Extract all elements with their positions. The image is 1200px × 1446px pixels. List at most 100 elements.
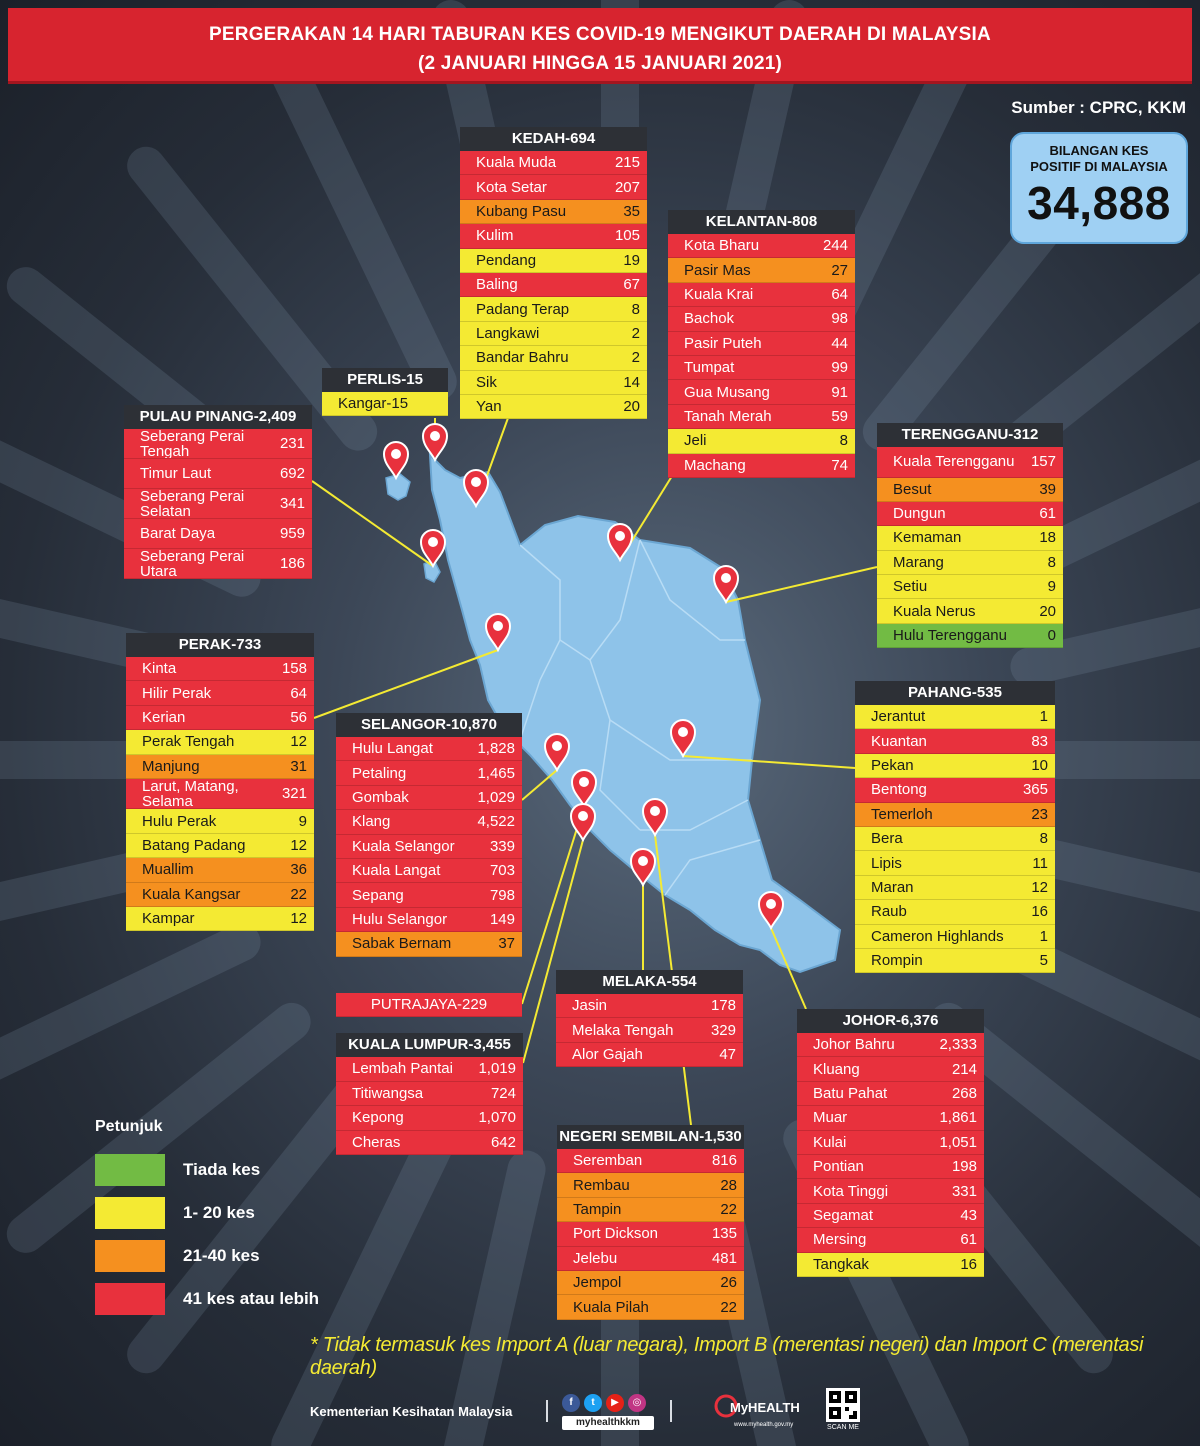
district-name: Padang Terap <box>476 300 570 318</box>
district-cases: 23 <box>1031 805 1048 823</box>
map-pin-icon[interactable] <box>669 719 697 759</box>
map-pin-icon[interactable] <box>543 733 571 773</box>
district-name: Sik <box>476 373 497 391</box>
district-cases: 91 <box>831 383 848 401</box>
district-name: Cameron Highlands <box>871 927 1004 945</box>
district-cases: 99 <box>831 359 848 377</box>
district-row: Tanah Merah 59 <box>668 404 855 430</box>
panel-header: PAHANG-535 <box>855 681 1055 705</box>
district-name: Kinta <box>142 660 177 678</box>
district-cases: 83 <box>1031 732 1048 750</box>
map-pin-icon[interactable] <box>570 769 598 809</box>
district-row: Kubang Pasu 35 <box>460 199 647 225</box>
district-name: Pasir Mas <box>684 261 751 279</box>
district-row: Larut, Matang, Selama 321 <box>126 778 314 810</box>
district-row: Seremban 816 <box>557 1149 744 1174</box>
map-pin-icon[interactable] <box>629 848 657 888</box>
district-name: Kangar-15 <box>338 395 409 412</box>
district-name: Gua Musang <box>684 383 770 401</box>
panel-kelantan: KELANTAN-808 Kota Bharu 244 Pasir Mas 27 Kual… <box>668 210 855 478</box>
district-row: Pasir Mas 27 <box>668 258 855 283</box>
district-row: Kuala Pilah 22 <box>557 1295 744 1320</box>
map-pin-icon[interactable] <box>757 891 785 931</box>
map-pin-icon[interactable] <box>484 613 512 653</box>
legend-swatch <box>95 1196 165 1229</box>
district-row: Tumpat 99 <box>668 355 855 381</box>
district-row: Hulu Perak 9 <box>126 809 314 834</box>
district-name: Kulai <box>813 1133 847 1151</box>
myhealth-brand: MyHEALTH <box>730 1400 800 1415</box>
district-name: Hulu Perak <box>142 812 217 830</box>
district-cases: 329 <box>710 1021 736 1039</box>
district-row: Langkawi 2 <box>460 321 647 347</box>
district-row: Perak Tengah 12 <box>126 730 314 755</box>
district-name: Hulu Selangor <box>352 910 448 928</box>
district-name: Seberang Perai Tengah <box>140 429 245 459</box>
legend-swatch <box>95 1282 165 1315</box>
district-row: Manjung 31 <box>126 754 314 779</box>
district-cases: 1,051 <box>939 1133 977 1151</box>
map-pin-icon[interactable] <box>462 469 490 509</box>
leader-line-perak <box>313 649 499 719</box>
panel-header: KELANTAN-808 <box>668 210 855 234</box>
district-row: Kuala Muda 215 <box>460 151 647 176</box>
legend-label: 21-40 kes <box>183 1245 260 1265</box>
district-row: Lipis 11 <box>855 851 1055 876</box>
district-row: Kangar-15 <box>322 392 448 416</box>
district-row: Jasin 178 <box>556 994 743 1019</box>
qr-code-icon[interactable] <box>826 1388 860 1422</box>
panel-melaka: MELAKA-554 Jasin 178 Melaka Tengah 329 Alor G… <box>556 970 743 1068</box>
map-pin-icon[interactable] <box>382 441 410 481</box>
district-name: Kuala Terengganu <box>893 453 1015 471</box>
district-name: Batu Pahat <box>813 1084 888 1102</box>
map-pin-icon[interactable] <box>606 523 634 563</box>
total-cases-label: BILANGAN KES POSITIF DI MALAYSIA <box>1030 143 1168 174</box>
location-pins <box>382 423 785 931</box>
peninsula-shape <box>428 452 842 974</box>
footer-divider <box>546 1400 548 1422</box>
district-name: Tangkak <box>813 1255 869 1273</box>
district-name: Jempol <box>573 1274 622 1292</box>
district-name: Pasir Puteh <box>684 334 762 352</box>
instagram-icon[interactable]: ◎ <box>628 1394 646 1412</box>
district-cases: 19 <box>623 251 640 269</box>
district-cases: 157 <box>1030 453 1056 471</box>
district-cases: 67 <box>623 276 640 294</box>
district-name: Jelebu <box>573 1249 618 1267</box>
district-cases: 268 <box>951 1084 977 1102</box>
district-name: Alor Gajah <box>572 1045 643 1063</box>
facebook-icon[interactable]: f <box>562 1394 580 1412</box>
district-name: Petaling <box>352 764 407 782</box>
district-name: Yan <box>476 398 502 416</box>
total-cases-box: BILANGAN KES POSITIF DI MALAYSIA 34,888 <box>1010 132 1188 244</box>
district-row: Besut 39 <box>877 477 1063 502</box>
district-row: Kepong 1,070 <box>336 1106 523 1131</box>
district-row: Seberang Perai Utara 186 <box>124 549 312 579</box>
district-row: Batu Pahat 268 <box>797 1081 984 1107</box>
district-row: Johor Bahru 2,333 <box>797 1033 984 1058</box>
map-pin-icon[interactable] <box>641 798 669 838</box>
panel-kedah: KEDAH-694 Kuala Muda 215 Kota Setar 207 Kuban… <box>460 127 647 420</box>
leader-line-johor <box>770 927 807 1010</box>
twitter-icon[interactable]: t <box>584 1394 602 1412</box>
district-name: Gombak <box>352 788 409 806</box>
district-cases: 43 <box>960 1206 977 1224</box>
district-row: Marang 8 <box>877 550 1063 576</box>
district-cases: 1 <box>1039 927 1048 945</box>
map-pin-icon[interactable] <box>419 529 447 569</box>
district-cases: 331 <box>951 1182 977 1200</box>
district-cases: 692 <box>279 465 305 482</box>
district-name: Pendang <box>476 251 537 269</box>
map-pin-icon[interactable] <box>712 565 740 605</box>
panel-header: KEDAH-694 <box>460 127 647 151</box>
langkawi-island <box>385 473 411 501</box>
map-pin-icon[interactable] <box>569 803 597 843</box>
district-cases: 1,828 <box>477 740 515 758</box>
youtube-icon[interactable]: ▶ <box>606 1394 624 1412</box>
map-pin-icon[interactable] <box>421 423 449 463</box>
district-cases: 178 <box>710 997 736 1015</box>
leader-line-terengganu <box>725 566 878 603</box>
leader-line-putrajaya <box>521 805 585 1005</box>
district-cases: 74 <box>831 456 848 474</box>
